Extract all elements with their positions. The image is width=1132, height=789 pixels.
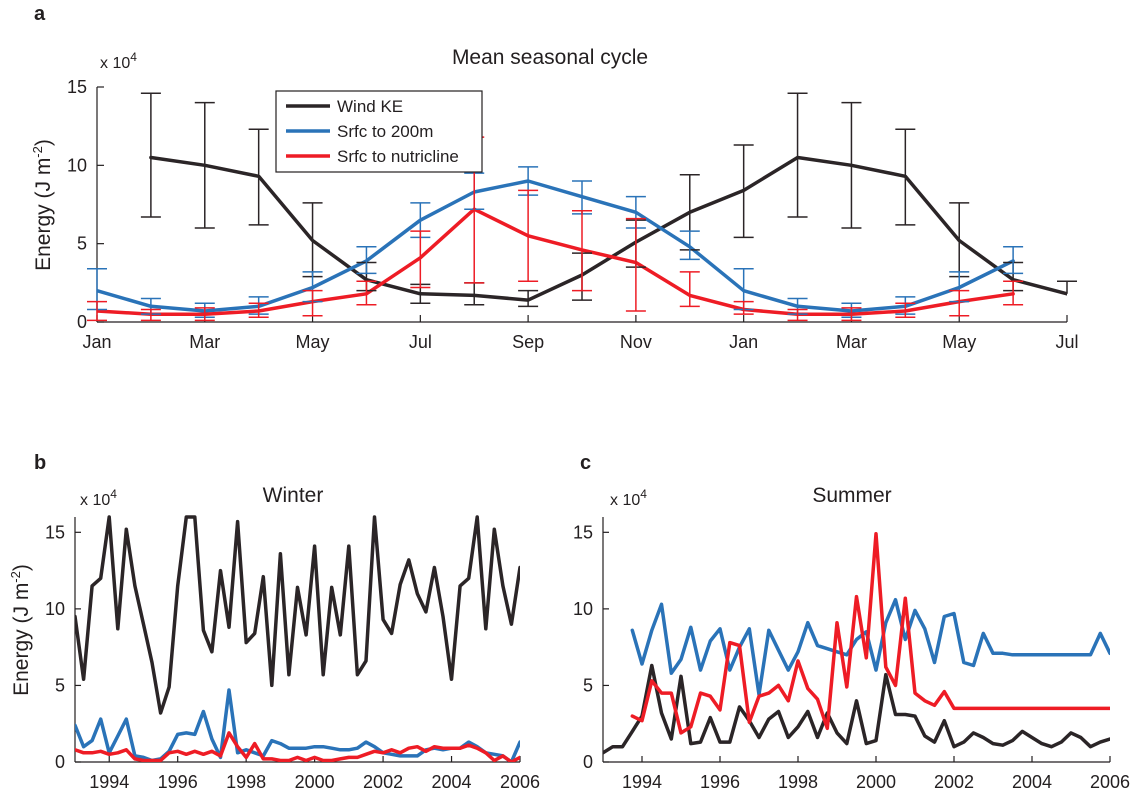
ylabel-main: Energy (J m xyxy=(32,158,55,271)
x-tick-label: Jul xyxy=(409,332,432,352)
legend-label-wind: Wind KE xyxy=(337,97,403,116)
multiplier-base: x 10 xyxy=(80,492,110,509)
series-line-wind xyxy=(149,155,1067,302)
multiplier-exp: 4 xyxy=(110,487,117,501)
y-tick-label: 15 xyxy=(67,77,87,97)
y-tick-label: 0 xyxy=(55,752,65,772)
series-group xyxy=(75,515,520,762)
x-tick-label: 1998 xyxy=(226,772,266,789)
y-tick-label: 5 xyxy=(77,234,87,254)
ylabel-close: ) xyxy=(10,564,33,571)
series-line-wind xyxy=(75,515,520,715)
x-tick-label: Jul xyxy=(1055,332,1078,352)
x-tick-label: Sep xyxy=(512,332,544,352)
x-tick-label: Jan xyxy=(82,332,111,352)
y-tick-label: 10 xyxy=(67,155,87,175)
ylabel-main: Energy (J m xyxy=(10,583,33,696)
y-multiplier: x 104 xyxy=(100,50,137,72)
y-tick-label: 15 xyxy=(45,522,65,542)
panel-a: a Mean seasonal cycle x 104 Energy (J m-… xyxy=(30,3,1079,352)
x-tick-label: Mar xyxy=(836,332,867,352)
series-line-wind xyxy=(603,663,1110,755)
series-line-srfc200 xyxy=(97,179,1015,313)
legend: Wind KE Srfc to 200m Srfc to nutricline xyxy=(275,90,483,173)
x-tick-label: Jan xyxy=(729,332,758,352)
y-tick-label: 10 xyxy=(45,599,65,619)
x-tick-label: Mar xyxy=(189,332,220,352)
x-tick-label: 1996 xyxy=(700,772,740,789)
plot-area-b xyxy=(75,515,520,762)
series-group xyxy=(603,532,1110,755)
plot-area-c xyxy=(603,532,1110,755)
y-tick-label: 0 xyxy=(583,752,593,772)
series-line-nutricline xyxy=(630,532,1110,735)
series-line-srfc200 xyxy=(630,597,1110,697)
panel-letter-b: b xyxy=(34,452,46,474)
x-tick-label: 2002 xyxy=(363,772,403,789)
chart-title: Winter xyxy=(263,484,324,507)
panel-letter-a: a xyxy=(34,3,46,25)
axes-c: 1994 1996 1998 2000 2002 2004 2006 0 5 10 15 xyxy=(573,517,1130,789)
x-tick-label: 1998 xyxy=(778,772,818,789)
x-tick-label: 1996 xyxy=(158,772,198,789)
series-group xyxy=(97,155,1067,316)
x-tick-label: 1994 xyxy=(622,772,662,789)
panel-b: b Winter x 104 Energy (J m-2) 1994 1996 19… xyxy=(8,452,540,789)
y-multiplier: x 104 xyxy=(80,487,117,509)
chart-title: Mean seasonal cycle xyxy=(452,46,648,69)
ylabel-close: ) xyxy=(32,139,55,146)
series-line-nutricline xyxy=(97,207,1015,316)
multiplier-base: x 10 xyxy=(610,492,640,509)
x-tick-label: 2004 xyxy=(432,772,472,789)
legend-label-nutricline: Srfc to nutricline xyxy=(337,147,459,166)
x-tick-label: 2006 xyxy=(500,772,540,789)
multiplier-base: x 10 xyxy=(100,55,130,72)
x-tick-label: 2000 xyxy=(295,772,335,789)
ylabel-sup: -2 xyxy=(30,146,45,158)
multiplier-exp: 4 xyxy=(640,487,647,501)
series-line-srfc200 xyxy=(75,688,520,762)
x-tick-label: 2004 xyxy=(1012,772,1052,789)
series-line-nutricline xyxy=(75,731,520,762)
panel-letter-c: c xyxy=(580,452,591,474)
y-tick-label: 15 xyxy=(573,522,593,542)
x-tick-label: May xyxy=(942,332,976,352)
x-tick-label: 2000 xyxy=(856,772,896,789)
chart-title: Summer xyxy=(812,484,891,507)
panel-c: c Summer x 104 1994 1996 1998 2000 2002 2004 2… xyxy=(573,452,1130,789)
legend-label-srfc200: Srfc to 200m xyxy=(337,122,433,141)
y-tick-label: 10 xyxy=(573,599,593,619)
x-tick-label: 2002 xyxy=(934,772,974,789)
multiplier-exp: 4 xyxy=(130,50,137,64)
y-axis-label: Energy (J m-2) xyxy=(8,564,33,696)
x-tick-label: 2006 xyxy=(1090,772,1130,789)
plot-area-a xyxy=(87,92,1077,322)
axes-a: Jan Mar May Jul Sep Nov Jan Mar May Jul 0 5 10 15 xyxy=(67,77,1079,352)
x-tick-label: Nov xyxy=(620,332,652,352)
y-axis-label: Energy (J m-2) xyxy=(30,139,55,271)
x-tick-label: May xyxy=(296,332,330,352)
x-tick-label: 1994 xyxy=(89,772,129,789)
y-tick-label: 5 xyxy=(55,675,65,695)
y-tick-label: 5 xyxy=(583,675,593,695)
axes-b: 1994 1996 1998 2000 2002 2004 2006 0 5 10 15 xyxy=(45,517,540,789)
ylabel-sup: -2 xyxy=(8,571,23,583)
y-multiplier: x 104 xyxy=(610,487,647,509)
y-tick-label: 0 xyxy=(77,312,87,332)
